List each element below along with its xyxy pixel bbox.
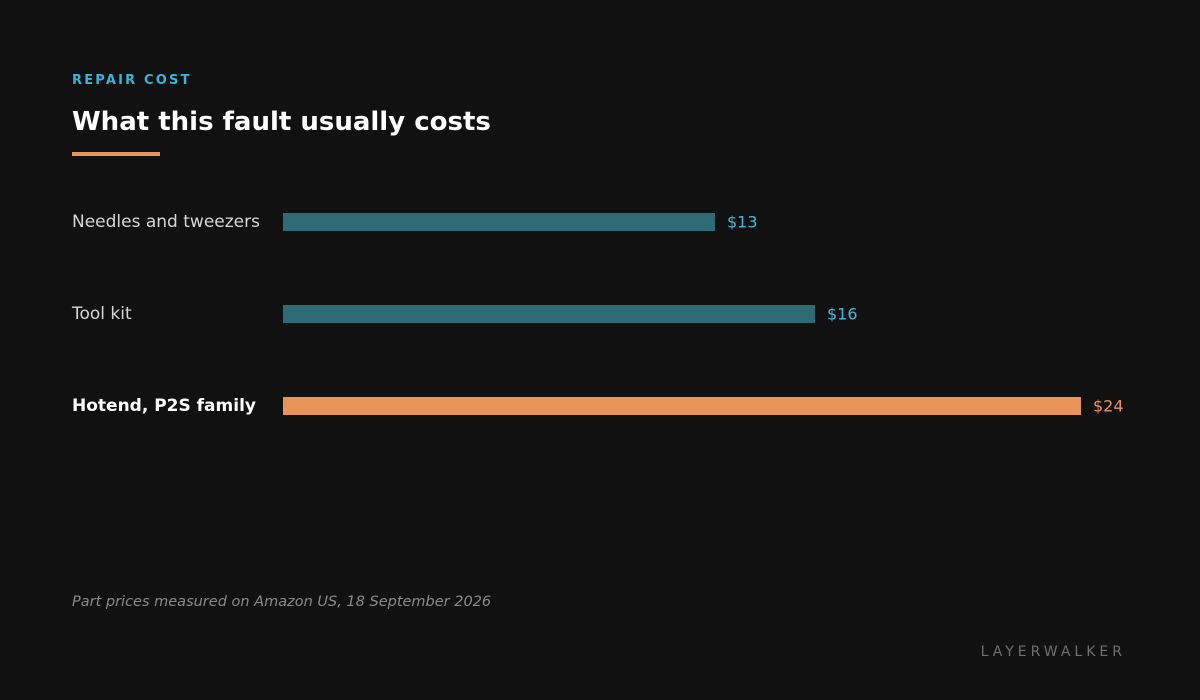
category-label: Hotend, P2S family	[72, 396, 256, 416]
value-label: $16	[827, 305, 858, 324]
category-label: Tool kit	[71, 304, 132, 324]
source-note: Part prices measured on Amazon US, 18 Se…	[72, 594, 492, 610]
category-label: Needles and tweezers	[72, 212, 260, 232]
bar-chart: Needles and tweezers $13 Tool kit $16 Hotend…	[71, 212, 1124, 416]
chart-kicker: REPAIR COST	[72, 73, 192, 88]
value-label: $24	[1093, 397, 1124, 416]
chart-title: What this fault usually costs	[72, 107, 491, 137]
bar-highlighted	[283, 397, 1081, 415]
value-label: $13	[727, 213, 758, 232]
bar	[283, 213, 715, 231]
title-accent-rule	[72, 152, 160, 156]
bar	[283, 305, 815, 323]
brand-wordmark: LAYERWALKER	[980, 644, 1126, 660]
